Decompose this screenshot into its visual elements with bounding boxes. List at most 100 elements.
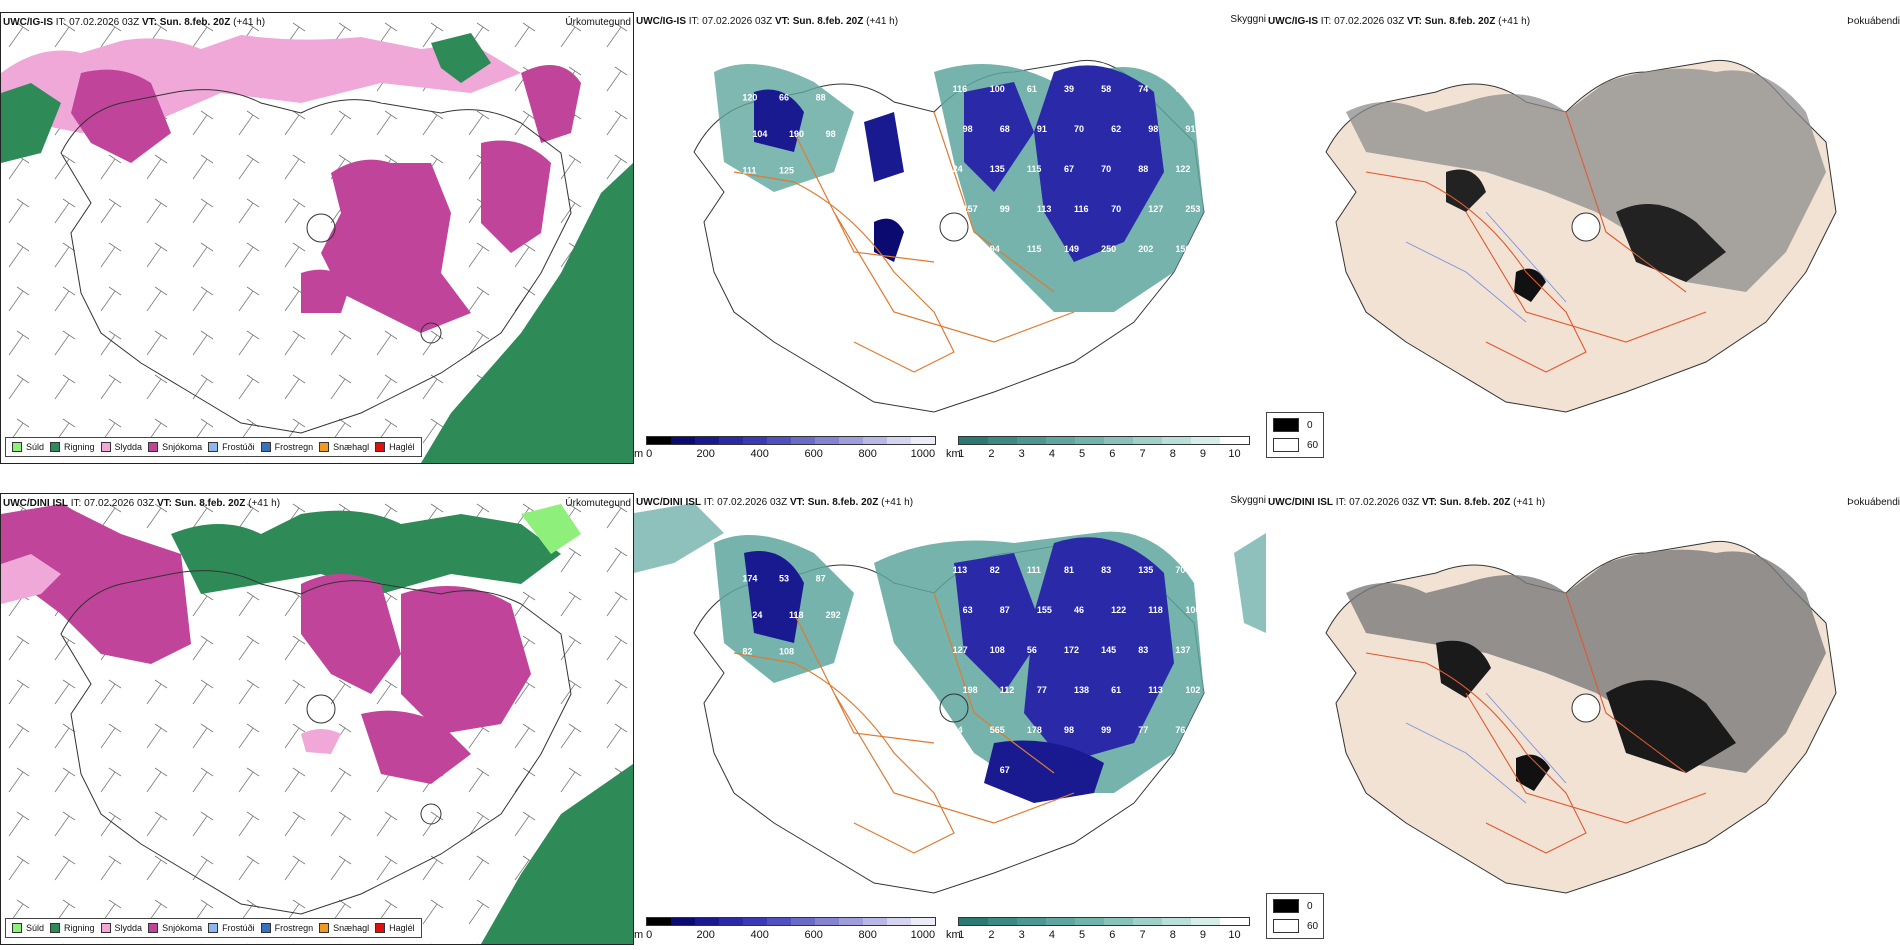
fog-legend-swatch bbox=[1273, 899, 1299, 913]
it-label: IT: bbox=[688, 16, 700, 27]
colorbar-cell bbox=[1162, 437, 1191, 444]
visibility-value-label: 100 bbox=[990, 84, 1005, 94]
fog-legend-row: 0 bbox=[1273, 899, 1313, 913]
colorbar-cell bbox=[1104, 918, 1133, 925]
legend-item: Snjókoma bbox=[148, 923, 202, 933]
fog-legend-label: 0 bbox=[1307, 900, 1313, 912]
precip-panel-top: UWC/IG-IS IT: 07.02.2026 03Z VT: Sun. 8.… bbox=[0, 12, 634, 464]
visibility-value-label: 67 bbox=[1064, 164, 1074, 174]
legend-swatch bbox=[50, 442, 61, 452]
legend-item: Snjókoma bbox=[148, 442, 202, 452]
vt-value: Sun. 8.feb. 20Z bbox=[174, 498, 246, 509]
colorbar-unit: m bbox=[634, 929, 644, 941]
panel-header-top-3: UWC/IG-IS IT: 07.02.2026 03Z VT: Sun. 8.… bbox=[1268, 16, 1530, 27]
colorbar-cell bbox=[1191, 918, 1220, 925]
fog-legend-row: 60 bbox=[1273, 919, 1318, 933]
colorbar-cell bbox=[1133, 918, 1162, 925]
visibility-value-label: 24 bbox=[953, 164, 963, 174]
colorbar-cell bbox=[1162, 918, 1191, 925]
visibility-map-bottom: 174 53 87 24 118 292 82 108 113 82 111 81 83 135 70 63 8… bbox=[634, 503, 1266, 894]
visibility-value-label: 113 bbox=[1037, 204, 1052, 214]
it-value: 07.02.2026 03Z bbox=[84, 498, 155, 509]
model-name: UWC/DINI ISL bbox=[1268, 497, 1333, 508]
colorbar-tick-label: 200 bbox=[696, 929, 715, 941]
visibility-value-label: 202 bbox=[1138, 244, 1153, 254]
colorbar-cell bbox=[743, 437, 767, 444]
it-label: IT: bbox=[1335, 497, 1347, 508]
visibility-value-label: 66 bbox=[779, 92, 789, 102]
visibility-value-label: 83 bbox=[1138, 645, 1148, 655]
precip-legend-top: Súld Rigning Slydda Snjókoma Frostúði Fr… bbox=[5, 437, 422, 457]
visibility-value-label: 83 bbox=[1101, 565, 1111, 575]
vt-label: VT: bbox=[1406, 16, 1422, 27]
legend-label: Slydda bbox=[114, 442, 143, 452]
legend-swatch bbox=[319, 923, 330, 933]
legend-swatch bbox=[50, 923, 61, 933]
lead-time: (+41 h) bbox=[866, 16, 899, 27]
visibility-value-label: 91 bbox=[1185, 124, 1195, 134]
vt-label: VT: bbox=[156, 498, 172, 509]
colorbar-cell bbox=[1046, 918, 1075, 925]
colorbar-cell bbox=[647, 437, 671, 444]
visibility-value-label: 116 bbox=[953, 84, 968, 94]
legend-swatch bbox=[260, 442, 271, 452]
legend-swatch bbox=[100, 442, 111, 452]
precip-legend-bottom: Súld Rigning Slydda Snjókoma Frostúði Fr… bbox=[5, 918, 422, 938]
visibility-value-label: 198 bbox=[963, 685, 978, 695]
vt-value: Sun. 8.feb. 20Z bbox=[807, 497, 879, 508]
legend-label: Súld bbox=[26, 442, 45, 452]
colorbar-cell bbox=[1133, 437, 1162, 444]
model-name: UWC/IG-IS bbox=[636, 16, 686, 27]
visibility-value-label: 58 bbox=[1101, 84, 1111, 94]
legend-swatch bbox=[208, 923, 219, 933]
panel-header-top-1: UWC/IG-IS IT: 07.02.2026 03Z VT: Sun. 8.… bbox=[3, 17, 265, 28]
visibility-value-label: 24 bbox=[752, 610, 762, 620]
colorbar-cell bbox=[988, 437, 1017, 444]
colorbar-tick-label: 3 bbox=[1018, 929, 1025, 941]
colorbar-cell bbox=[695, 437, 719, 444]
visibility-value-label: 135 bbox=[1138, 565, 1153, 575]
fog-map-bottom bbox=[1325, 540, 1837, 894]
precip-map-top bbox=[1, 13, 633, 463]
colorbar-cell bbox=[1191, 437, 1220, 444]
visibility-value-label: 145 bbox=[1101, 645, 1116, 655]
visibility-value-label: 98 bbox=[1148, 124, 1158, 134]
visibility-value-label: 98 bbox=[1064, 725, 1074, 735]
colorbar-tick-label: 200 bbox=[696, 448, 715, 460]
legend-label: Snjókoma bbox=[162, 923, 203, 933]
visibility-value-label: 61 bbox=[1027, 84, 1037, 94]
colorbar-cell bbox=[911, 918, 935, 925]
visibility-value-label: 137 bbox=[1175, 645, 1190, 655]
colorbar-cell bbox=[815, 437, 839, 444]
legend-label: Snæhagl bbox=[333, 442, 370, 452]
visibility-title: Skyggni bbox=[1230, 495, 1266, 506]
visibility-value-label: 88 bbox=[1138, 164, 1148, 174]
visibility-value-label: 74 bbox=[1138, 84, 1148, 94]
visibility-value-label: 112 bbox=[1000, 685, 1015, 695]
colorbar-cell bbox=[1075, 437, 1104, 444]
visibility-value-label: 115 bbox=[1027, 244, 1042, 254]
precip-title: Úrkomutegund bbox=[565, 17, 631, 28]
visibility-value-label: 116 bbox=[1074, 204, 1089, 214]
it-value: 07.02.2026 03Z bbox=[702, 16, 773, 27]
visibility-value-label: 53 bbox=[779, 573, 789, 583]
visibility-value-label: 156 bbox=[1175, 244, 1190, 254]
panel-header-bottom-2: UWC/DINI ISL IT: 07.02.2026 03Z VT: Sun.… bbox=[636, 497, 913, 508]
visibility-value-label: 122 bbox=[1111, 605, 1126, 615]
legend-item: Súld bbox=[12, 442, 44, 452]
colorbar-tick-label: 1 bbox=[958, 448, 965, 460]
colorbar-cell bbox=[839, 918, 863, 925]
visibility-value-label: 565 bbox=[990, 725, 1005, 735]
legend-label: Frostúði bbox=[222, 442, 255, 452]
legend-label: Haglél bbox=[389, 923, 415, 933]
visibility-title: Skyggni bbox=[1230, 14, 1266, 25]
visibility-value-label: 135 bbox=[990, 164, 1005, 174]
visibility-value-label: 113 bbox=[1148, 685, 1163, 695]
legend-label: Frostúði bbox=[222, 923, 255, 933]
panel-header-bottom-3: UWC/DINI ISL IT: 07.02.2026 03Z VT: Sun.… bbox=[1268, 497, 1545, 508]
colorbar-tick-label: 9 bbox=[1199, 929, 1207, 941]
vt-label: VT: bbox=[141, 17, 157, 28]
colorbar-cell bbox=[1220, 437, 1249, 444]
vt-label: VT: bbox=[1421, 497, 1437, 508]
visibility-value-label: 102 bbox=[1185, 685, 1200, 695]
